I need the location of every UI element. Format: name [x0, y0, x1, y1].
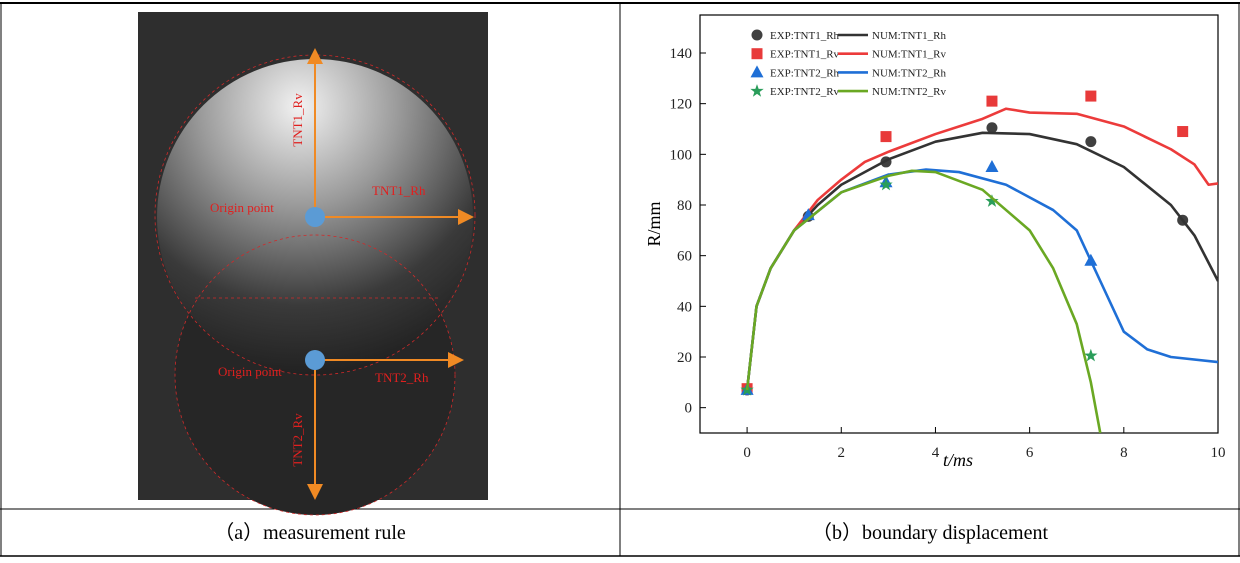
caption: （a）measurement rule	[214, 521, 406, 544]
y-tick-label: 100	[670, 147, 693, 163]
point	[751, 29, 763, 41]
x-tick-label: 2	[838, 445, 846, 461]
y-tick-label: 60	[677, 249, 692, 265]
photo-label: TNT1_Rv	[290, 93, 305, 147]
x-tick-label: 6	[1026, 445, 1034, 461]
curve	[745, 169, 1102, 433]
y-axis-label: R/mm	[644, 201, 664, 246]
x-tick-label: 10	[1211, 445, 1226, 461]
point	[1177, 126, 1189, 138]
y-tick-label: 120	[670, 97, 693, 113]
point	[1085, 136, 1097, 148]
point	[1085, 90, 1097, 102]
point	[750, 65, 764, 78]
photo-label: Origin point	[218, 364, 282, 379]
plot-area	[740, 90, 1218, 433]
legend-label: EXP:TNT2_Rv	[770, 86, 840, 98]
caption: （b）boundary displacement	[812, 521, 1048, 544]
legend-label: EXP:TNT2_Rh	[770, 67, 840, 79]
legend-label: NUM:TNT1_Rv	[872, 49, 946, 61]
photo-label: TNT2_Rh	[375, 370, 429, 385]
legend-label: EXP:TNT1_Rh	[770, 30, 840, 42]
legend-label: NUM:TNT2_Rv	[872, 86, 946, 98]
point	[1084, 348, 1098, 362]
y-tick-label: 80	[677, 198, 692, 214]
legend-label: NUM:TNT2_Rh	[872, 67, 946, 79]
curve	[745, 168, 1218, 391]
point	[986, 122, 998, 134]
point	[751, 48, 763, 60]
photo-label: TNT2_Rv	[290, 413, 305, 467]
curve	[745, 131, 1218, 391]
photo-label: TNT1_Rh	[372, 183, 426, 198]
x-axis-label: t/ms	[943, 450, 973, 470]
y-tick-label: 0	[685, 401, 693, 417]
x-tick-label: 4	[932, 445, 940, 461]
y-tick-label: 20	[677, 350, 692, 366]
legend-label: EXP:TNT1_Rv	[770, 49, 840, 61]
point	[750, 84, 764, 97]
point	[985, 194, 999, 207]
point	[986, 95, 998, 107]
plot-frame	[699, 14, 1219, 434]
x-tick-label: 0	[743, 445, 751, 461]
x-tick-label: 8	[1120, 445, 1128, 461]
point	[879, 177, 893, 191]
point	[985, 160, 999, 172]
curve	[745, 107, 1218, 391]
photo-label: Origin point	[210, 200, 274, 215]
y-tick-label: 140	[670, 46, 693, 62]
legend-label: NUM:TNT1_Rh	[872, 30, 946, 42]
y-tick-label: 40	[677, 299, 692, 315]
photo	[138, 12, 488, 516]
point	[880, 131, 892, 143]
